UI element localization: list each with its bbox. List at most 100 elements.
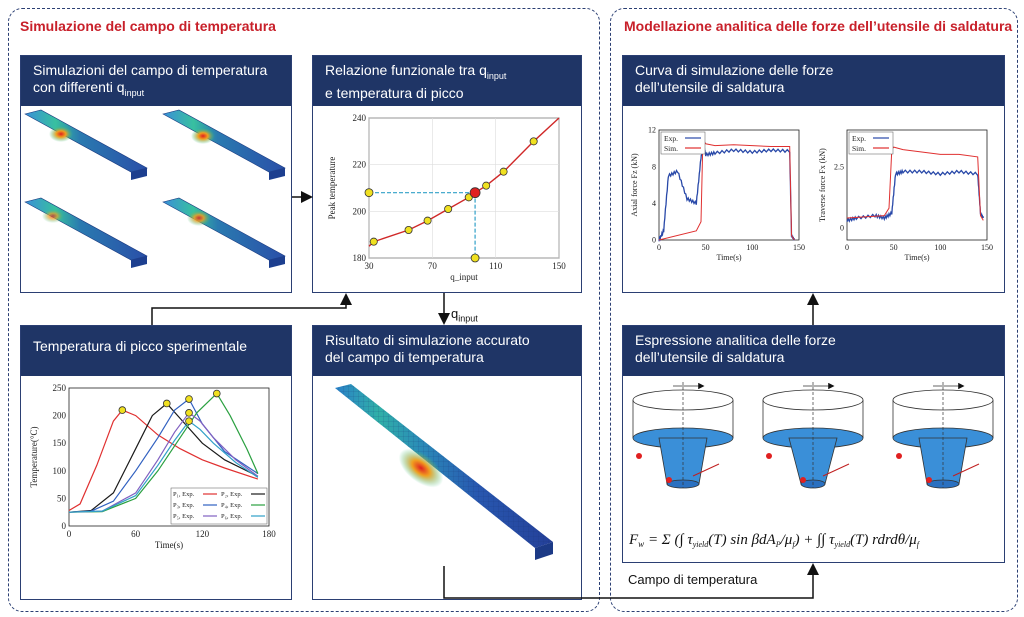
data-point [499, 167, 508, 176]
panel-accurate-title-1: Risultato di simulazione accurato [325, 332, 530, 348]
x-tick-label: 30 [365, 261, 375, 271]
x-axis-label: Time(s) [904, 253, 929, 262]
y-tick-label: 220 [353, 160, 367, 170]
x-axis-label: Time(s) [155, 540, 183, 550]
panel-accurate-title-2: del campo di temperatura [325, 349, 484, 365]
y-tick-label: 250 [53, 383, 67, 393]
y-axis-label: Temperature(°C) [29, 427, 39, 488]
panel-force-expr-title-1: Espressione analitica delle forze [635, 332, 836, 348]
y-tick-label: 200 [353, 206, 367, 216]
guide-point [364, 188, 374, 198]
left-section-frame [8, 8, 600, 612]
y-tick-label: 0 [62, 521, 67, 531]
sim-plate-2 [162, 109, 286, 180]
tool-diagram [632, 382, 734, 489]
left-section-title: Simulazione del campo di temperatura [20, 18, 276, 34]
force-formula: Fw = Σ (∫ τyield(T) sin βdAP/μf) + ∫∫ τy… [628, 532, 921, 549]
data-point [369, 237, 378, 246]
sim-plate-4 [162, 197, 286, 268]
panel-accurate: Risultato di simulazione accurato del ca… [312, 325, 582, 600]
x-tick-label: 150 [793, 243, 805, 252]
x-tick-label: 110 [489, 261, 503, 271]
data-point [423, 216, 432, 225]
panel-force-curve: Curva di simulazione delle forze dell’ut… [622, 55, 1005, 293]
plot-frame [68, 387, 270, 527]
accurate-temperature-field [335, 384, 553, 560]
x-tick-label: 120 [196, 529, 210, 539]
panel-relation: Relazione funzionale tra qinput e temper… [312, 55, 582, 293]
data-point [444, 205, 453, 214]
panel-peak-exp-title: Temperatura di picco sperimentale [33, 338, 247, 354]
peak-point [185, 417, 193, 425]
force-vector [952, 463, 980, 477]
x-tick-label: 180 [262, 529, 276, 539]
y-tick-label: 0 [652, 236, 656, 245]
panel-sim-field: Simulazioni del campo di temperatura con… [20, 55, 292, 293]
y-tick-label: 8 [652, 162, 656, 171]
data-point [529, 137, 538, 146]
temperature-field-simulations [24, 109, 286, 268]
x-tick-label: 0 [67, 529, 72, 539]
right-section-frame [610, 8, 1018, 612]
force-point [800, 477, 806, 483]
series-line [658, 146, 795, 242]
y-tick-label: 240 [353, 113, 367, 123]
y-tick-label: 50 [57, 493, 67, 503]
force-point [926, 477, 932, 483]
peak-point [162, 399, 171, 408]
x-axis-label: q_input [450, 272, 478, 282]
data-point [404, 226, 413, 235]
x-tick-label: 0 [845, 243, 849, 252]
peak-point [185, 395, 193, 403]
panel-force-curve-title-1: Curva di simulazione delle forze [635, 62, 834, 78]
fit-curve [368, 117, 560, 247]
x-tick-label: 0 [657, 243, 661, 252]
force-point [666, 477, 672, 483]
peak-point [185, 409, 193, 417]
series-line [846, 146, 984, 221]
legend-label: P₅, Exp. [173, 513, 195, 520]
y-tick-label: 4 [652, 199, 656, 208]
y-tick-label: 150 [53, 438, 67, 448]
legend-label: P₃, Exp. [173, 502, 195, 509]
legend: P₁, Exp. P₂, Exp. P₃, Exp. P₄, Exp. P₅, Exp.… [170, 487, 268, 525]
temperature-field-label: Campo di temperatura [628, 572, 758, 587]
chart-traverse-force: 0 50 100 150 0 2.5 Time(s) Traverse force Fx (k… [818, 129, 993, 262]
peak-point [212, 389, 221, 398]
series-line [68, 392, 259, 513]
panel-peak-exp: Temperatura di picco sperimentale 0 60 120… [20, 325, 292, 600]
force-vector [822, 463, 850, 477]
force-point [896, 453, 902, 459]
force-point [766, 453, 772, 459]
y-axis-label: Traverse force Fx (kN) [818, 148, 827, 222]
guide-point [470, 253, 480, 263]
series-line [68, 409, 259, 512]
y-tick-label: 12 [648, 126, 656, 135]
x-tick-label: 100 [746, 243, 758, 252]
y-tick-label: 180 [353, 253, 367, 263]
peak-point [118, 406, 127, 414]
x-tick-label: 50 [890, 243, 898, 252]
panel-relation-title-2: e temperatura di picco [325, 84, 464, 101]
legend-label: Sim. [852, 144, 866, 153]
legend-label: Exp. [852, 134, 866, 143]
legend-label: P₂, Exp. [221, 491, 243, 498]
legend: Exp.Sim. [660, 131, 706, 155]
y-tick-label: 0 [840, 223, 844, 232]
panel-sim-field-title-2: con differenti q [33, 79, 125, 95]
legend: Exp.Sim. [848, 131, 894, 155]
x-tick-label: 150 [552, 261, 566, 271]
legend-label: P₁, Exp. [173, 491, 195, 498]
q-input-label: qinput [451, 306, 478, 324]
tool-force-diagrams: Fw = Σ (∫ τyield(T) sin βdAP/μf) + ∫∫ τy… [628, 382, 994, 549]
x-tick-label: 70 [428, 261, 438, 271]
x-tick-label: 100 [934, 243, 946, 252]
force-point [636, 453, 642, 459]
highlight-point [469, 187, 481, 199]
y-tick-label: 2.5 [834, 162, 844, 171]
tool-diagram [762, 382, 864, 489]
data-point [482, 181, 491, 190]
panel-relation-title-1: Relazione funzionale tra q [325, 62, 487, 78]
series-line [846, 168, 984, 223]
y-axis-label: Peak temperature [327, 157, 337, 220]
